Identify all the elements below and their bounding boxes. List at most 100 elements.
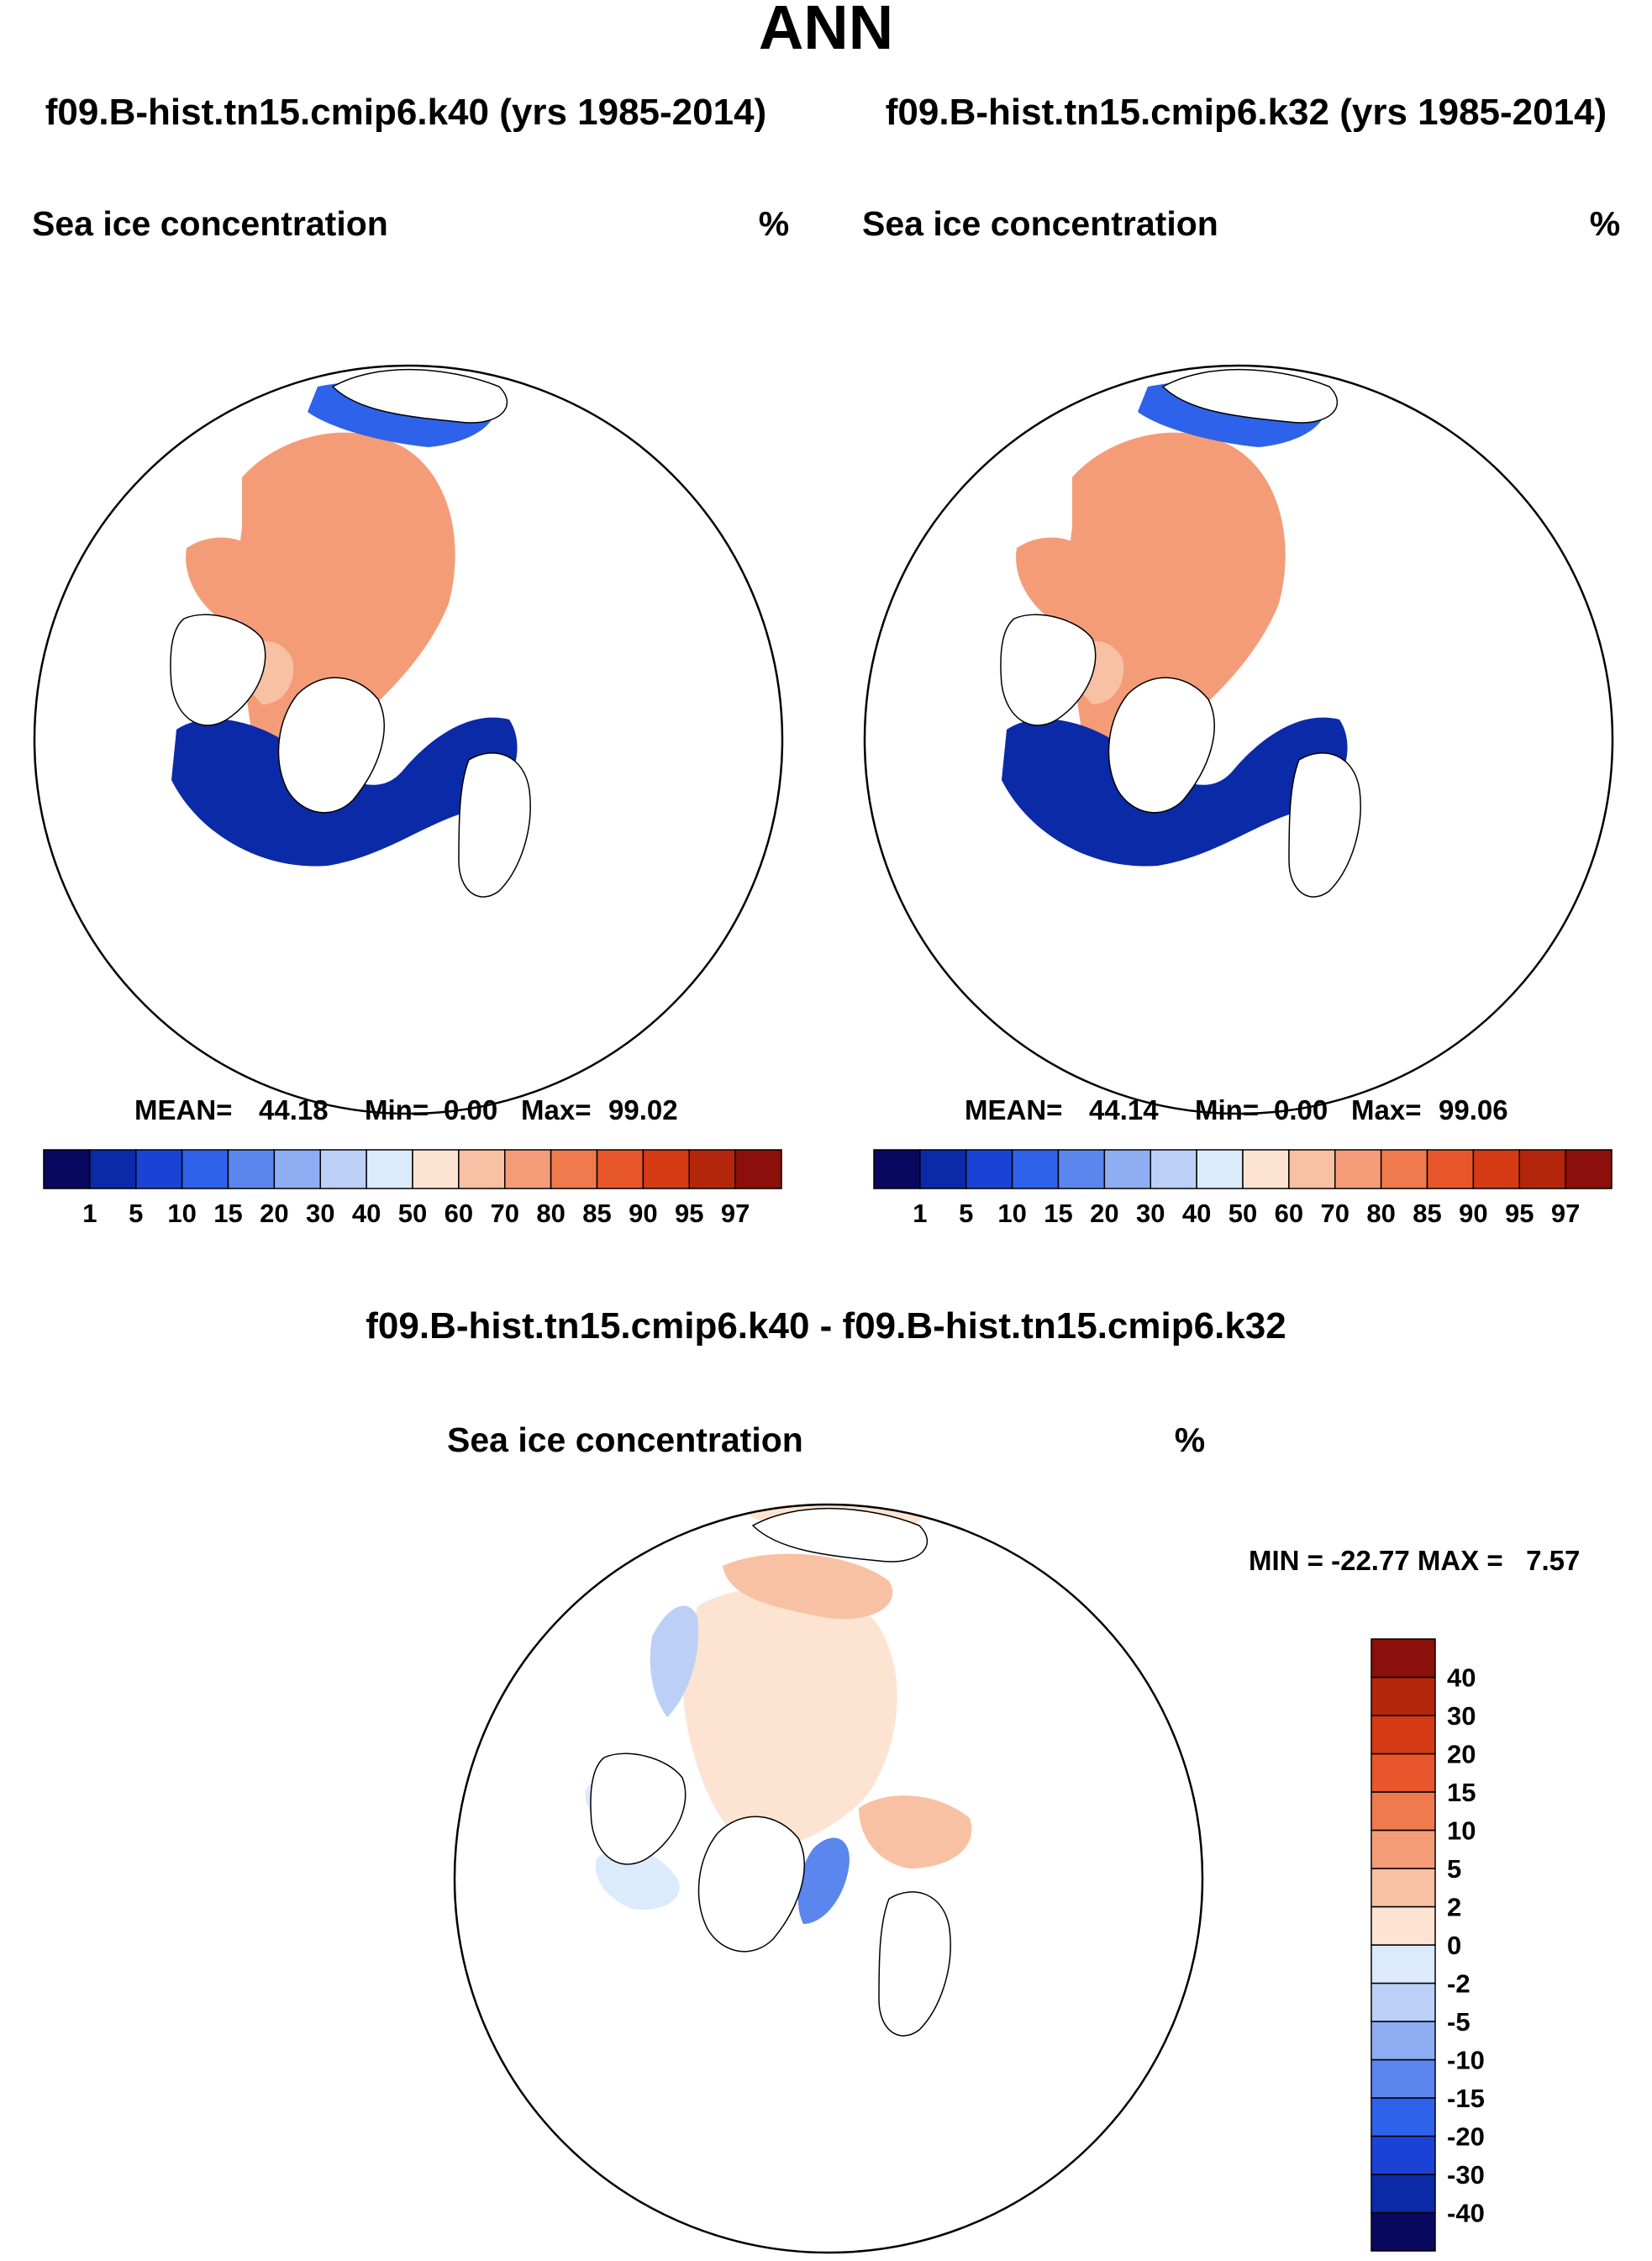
colorbar-diff-box-13 [1371, 1715, 1436, 1755]
colorbar-diff-box-15 [1371, 1638, 1436, 1679]
colorbar-diff-tick-10: 10 [1447, 1816, 1476, 1846]
land-k32-siberia [1161, 368, 1339, 424]
colorbar-k32-tick-13: 95 [1505, 1199, 1534, 1228]
panel-k40-mean-label: MEAN= [134, 1094, 232, 1125]
colorbar-k32-tick-14: 97 [1551, 1199, 1580, 1228]
colorbar-k40-box-4 [227, 1149, 276, 1189]
colorbar-diff-tick-5: -5 [1447, 2007, 1470, 2037]
colorbar-diff-tick-2: -20 [1447, 2122, 1485, 2152]
colorbar-k40-tick-5: 30 [306, 1199, 334, 1228]
colorbar-diff-tick-7: 0 [1447, 1931, 1461, 1960]
panel-k40-map-border [33, 364, 784, 1115]
region-diff-barents-kara [859, 1795, 972, 1868]
colorbar-diff-box-10 [1371, 1829, 1436, 1869]
panel-k32-mean-label: MEAN= [965, 1094, 1062, 1125]
colorbar-k40-box-10 [504, 1149, 552, 1189]
region-k32-canadian-archipelago [1016, 537, 1103, 624]
colorbar-k40-box-6 [319, 1149, 367, 1189]
colorbar-k40-tick-2: 10 [167, 1199, 196, 1228]
colorbar-k40-tick-0: 1 [82, 1199, 97, 1228]
colorbar-k32-box-6 [1150, 1149, 1197, 1189]
land-k40-siberia [331, 368, 508, 424]
colorbar-k40-box-8 [412, 1149, 460, 1189]
colorbar-k40-tick-10: 80 [536, 1199, 565, 1228]
colorbar-diff-box-5 [1371, 2021, 1436, 2061]
colorbar-diff-tick-14: 40 [1447, 1663, 1476, 1693]
colorbar-diff-tick-4: -10 [1447, 2046, 1485, 2075]
colorbar-diff-box-12 [1371, 1752, 1436, 1793]
land-diff-scandinavia [878, 1891, 951, 2037]
colorbar-k40-tick-13: 95 [675, 1199, 703, 1228]
colorbar-k32-box-4 [1057, 1149, 1106, 1189]
colorbar-k32-box-5 [1103, 1149, 1151, 1189]
colorbar-k32-box-15 [1565, 1149, 1613, 1189]
colorbar-k40-box-15 [734, 1149, 782, 1189]
panel-k32-max-label: Max= [1351, 1094, 1421, 1125]
panel-k40-map [34, 366, 782, 898]
region-diff-beaufort-margin [650, 1605, 699, 1717]
colorbar-diff-tick-6: -2 [1447, 1969, 1470, 1999]
region-k32-outer-pack [1069, 432, 1286, 764]
colorbar-k40-tick-3: 15 [213, 1199, 242, 1228]
region-diff-siberian-shelf [723, 1553, 893, 1620]
colorbar-k40-tick-12: 90 [629, 1199, 657, 1228]
colorbar-diff-box-6 [1371, 1982, 1436, 2022]
colorbar-k32-tick-0: 1 [913, 1199, 927, 1228]
panel-diff-map-border [453, 1503, 1204, 2254]
region-k40-canadian-archipelago [186, 537, 273, 624]
land-diff-greenland [697, 1816, 805, 1953]
region-k40-outer-pack [239, 432, 455, 764]
panel-k32-variable: Sea ice concentration [862, 204, 1218, 243]
colorbar-k40-box-11 [550, 1149, 598, 1189]
main-title: ANN [759, 0, 893, 62]
panel-k40-min-value: 0.00 [444, 1094, 497, 1125]
panel-diff-minmax: MIN = -22.77 MAX = 7.57 [1249, 1545, 1580, 1576]
colorbar-k40-box-12 [596, 1149, 644, 1189]
colorbar-k32-box-10 [1334, 1149, 1382, 1189]
colorbar-diff-box-1 [1371, 2174, 1436, 2214]
colorbar-diff-box-0 [1371, 2211, 1436, 2252]
colorbar-k40-tick-1: 5 [129, 1199, 143, 1228]
panel-diff-map [455, 1505, 1202, 2037]
colorbar-k32-box-0 [873, 1149, 921, 1189]
colorbar-k32-box-7 [1196, 1149, 1244, 1189]
colorbar-diff-box-3 [1371, 2097, 1436, 2137]
colorbar-k32-tick-3: 15 [1044, 1199, 1072, 1228]
colorbar-k40-box-9 [458, 1149, 506, 1189]
land-diff-siberia [751, 1507, 929, 1563]
subtitle-left: f09.B-hist.tn15.cmip6.k40 (yrs 1985-2014… [45, 92, 766, 133]
colorbar-k40-tick-9: 70 [491, 1199, 519, 1228]
colorbar-k32-box-13 [1472, 1149, 1520, 1189]
colorbar-k40-box-3 [181, 1149, 229, 1189]
colorbar-k32-tick-9: 70 [1321, 1199, 1349, 1228]
colorbar-k40-tick-11: 85 [582, 1199, 611, 1228]
colorbar-k32-tick-10: 80 [1366, 1199, 1395, 1228]
colorbar-diff-box-8 [1371, 1905, 1436, 1946]
colorbar-k32-box-12 [1426, 1149, 1475, 1189]
colorbar-k40-tick-7: 50 [398, 1199, 427, 1228]
land-k32-scandinavia [1288, 752, 1361, 898]
panel-diff-units: % [1175, 1420, 1205, 1459]
panel-k32-units: % [1590, 204, 1620, 243]
colorbar-k40-tick-6: 40 [352, 1199, 381, 1228]
region-diff-labrador-sea [595, 1847, 680, 1911]
colorbar-k40-box-5 [273, 1149, 321, 1189]
colorbar-k40-tick-8: 60 [445, 1199, 473, 1228]
land-diff-canada [590, 1752, 687, 1865]
colorbar-k32-tick-1: 5 [959, 1199, 973, 1228]
colorbar-k32-box-2 [965, 1149, 1013, 1189]
colorbar-k40-box-13 [642, 1149, 690, 1189]
colorbar-k32-tick-12: 90 [1459, 1199, 1487, 1228]
panel-k32-stats: MEAN= 44.14 Min= 0.00 Max= 99.06 [965, 1094, 1508, 1125]
colorbar-diff-box-9 [1371, 1868, 1436, 1908]
land-k32-canada [1000, 614, 1097, 726]
panel-k40-min-label: Min= [365, 1094, 429, 1125]
colorbar-k32-box-1 [919, 1149, 967, 1189]
panel-k32-min-value: 0.00 [1274, 1094, 1328, 1125]
panel-k32-mean-value: 44.14 [1089, 1094, 1159, 1125]
subtitle-right: f09.B-hist.tn15.cmip6.k32 (yrs 1985-2014… [886, 92, 1607, 133]
colorbar-k40-tick-14: 97 [721, 1199, 750, 1228]
panel-k32-max-value: 99.06 [1439, 1094, 1508, 1125]
